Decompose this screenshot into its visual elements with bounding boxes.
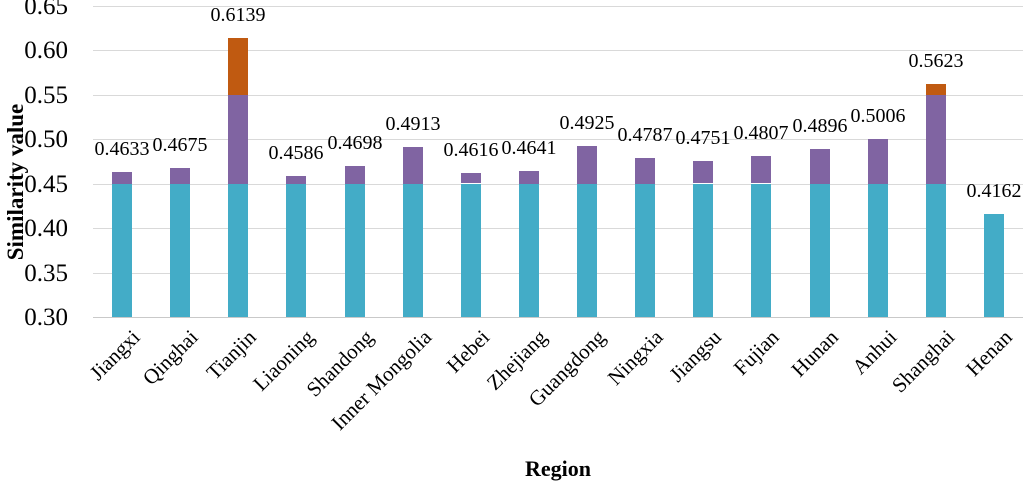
bar-segment-mid	[868, 139, 888, 184]
bar-segment-base	[926, 184, 946, 317]
bar-segment-base	[635, 184, 655, 317]
bar-segment-base	[751, 184, 771, 317]
y-tick-label: 0.65	[24, 0, 68, 20]
gridline	[93, 228, 1023, 229]
bar-segment-top	[926, 84, 946, 95]
bar-value-label: 0.4675	[152, 134, 208, 156]
bar-segment-mid	[693, 161, 713, 183]
bar-segment-base	[461, 184, 481, 317]
bar-value-label: 0.5006	[850, 105, 906, 127]
gridline	[93, 273, 1023, 274]
gridline	[93, 95, 1023, 96]
bar-segment-mid	[751, 156, 771, 183]
bar-value-label: 0.5623	[908, 50, 964, 72]
x-category-label: Hunan	[786, 325, 843, 382]
bar-value-label: 0.4698	[327, 132, 383, 154]
y-tick-label: 0.60	[24, 37, 68, 64]
bar-segment-base	[868, 184, 888, 317]
x-category-label: Shanghai	[886, 325, 959, 398]
x-category-label: Fujian	[729, 325, 784, 380]
x-axis-title: Region	[525, 456, 591, 481]
bar-value-label: 0.4896	[792, 115, 848, 137]
bar-value-label: 0.4787	[617, 124, 673, 146]
bar-value-label: 0.4616	[443, 139, 499, 161]
bar-segment-mid	[170, 168, 190, 184]
bar-segment-base	[403, 184, 423, 317]
bar-value-label: 0.4913	[385, 113, 441, 135]
bar-segment-base	[112, 184, 132, 317]
bar-value-label: 0.4751	[675, 127, 731, 149]
bar-value-label: 0.4807	[733, 122, 789, 144]
x-category-label: Anhui	[846, 325, 901, 380]
bar-segment-base	[228, 184, 248, 317]
y-tick-label: 0.35	[24, 260, 68, 287]
x-category-label: Ningxia	[603, 325, 668, 390]
bar-value-label: 0.4162	[966, 180, 1022, 202]
bar-segment-base	[345, 184, 365, 317]
bar-segment-base	[286, 184, 306, 317]
bar-segment-mid	[345, 166, 365, 184]
bar-value-label: 0.4925	[559, 112, 615, 134]
bar-segment-top	[228, 38, 248, 95]
bar-value-label: 0.4641	[501, 137, 557, 159]
bar-segment-base	[170, 184, 190, 317]
y-tick-label: 0.45	[24, 171, 68, 198]
x-category-label: Jiangsu	[664, 325, 726, 387]
gridline	[93, 184, 1023, 185]
bar-segment-mid	[926, 95, 946, 184]
bar-value-label: 0.4586	[268, 142, 324, 164]
y-tick-label: 0.55	[24, 82, 68, 109]
bar-segment-mid	[810, 149, 830, 184]
y-tick-label: 0.40	[24, 215, 68, 242]
bar-segment-mid	[286, 176, 306, 184]
bar-segment-mid	[112, 172, 132, 184]
bar-segment-mid	[403, 147, 423, 184]
gridline	[93, 50, 1023, 51]
bar-segment-mid	[461, 173, 481, 183]
bar-segment-base	[519, 184, 539, 317]
bar-segment-mid	[577, 146, 597, 184]
x-category-label: Henan	[961, 325, 1017, 381]
bar-value-label: 0.6139	[210, 4, 266, 26]
gridline	[93, 6, 1023, 7]
bar-segment-mid	[635, 158, 655, 184]
bar-segment-base	[810, 184, 830, 317]
bar-segment-base	[693, 184, 713, 317]
gridline	[93, 139, 1023, 140]
bar-segment-base	[984, 214, 1004, 317]
bar-segment-base	[577, 184, 597, 317]
x-category-label: Jiangxi	[85, 325, 145, 385]
bar-value-label: 0.4633	[94, 138, 150, 160]
y-tick-label: 0.30	[24, 304, 68, 331]
y-tick-label: 0.50	[24, 126, 68, 153]
bar-segment-mid	[519, 171, 539, 184]
x-category-label: Hebei	[441, 325, 494, 378]
x-category-label: Qinghai	[138, 325, 203, 390]
x-axis-line	[93, 317, 1023, 318]
bar-segment-mid	[228, 95, 248, 184]
